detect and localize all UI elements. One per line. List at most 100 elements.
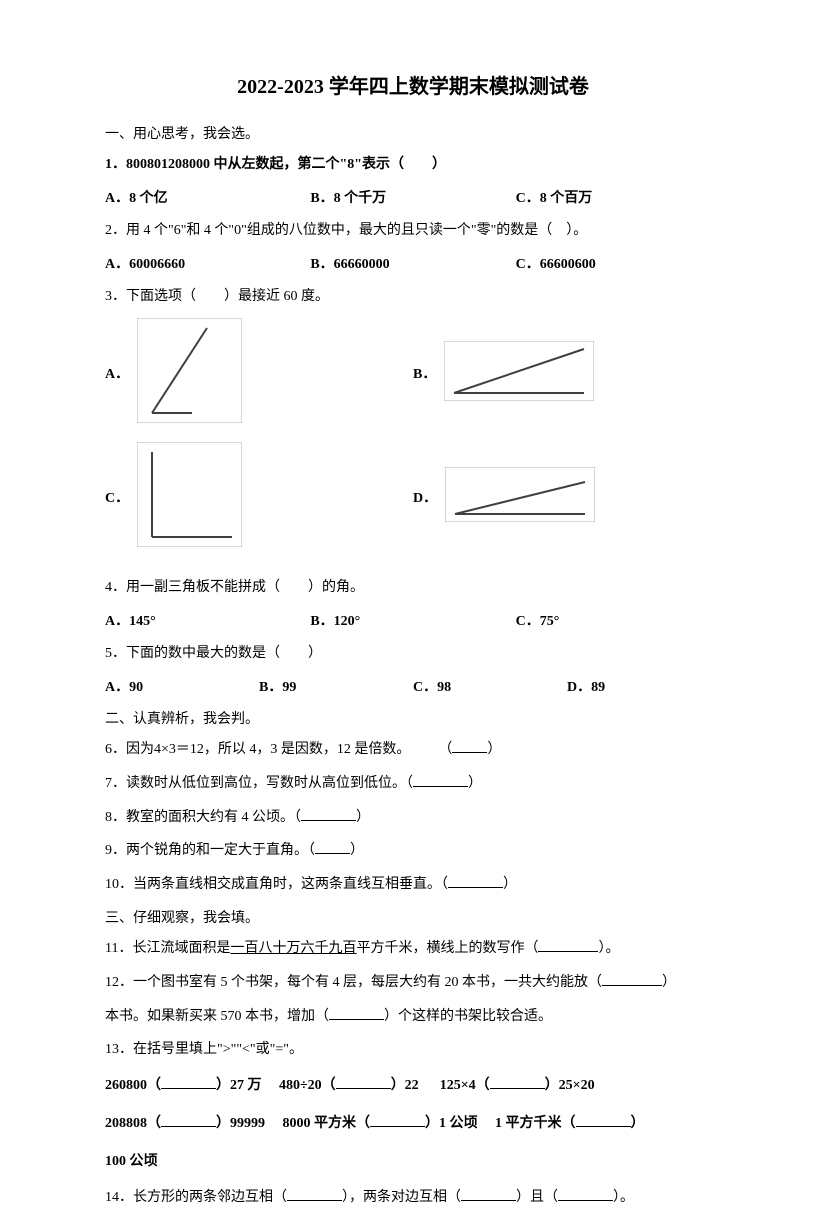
q12-blank1 [602, 972, 662, 986]
q8: 8．教室的面积大约有 4 公顷。（ ） [105, 806, 721, 830]
q13-r2-b1: 8000 平方米（ [283, 1116, 371, 1131]
q13-r1-blank2 [336, 1075, 391, 1089]
q13-r2-a2: ）99999 [216, 1116, 265, 1131]
page-title: 2022-2023 学年四上数学期末模拟测试卷 [105, 70, 721, 99]
angle-right-icon [137, 442, 242, 547]
angle-low-icon [444, 341, 594, 401]
q14: 14．长方形的两条邻边互相（ ），两条对边互相（ ）且（ ）。 [105, 1186, 721, 1210]
q9: 9．两个锐角的和一定大于直角。（） [105, 839, 721, 863]
q10-end: ） [503, 877, 517, 892]
angle-very-low-icon [445, 467, 595, 522]
q7-text: 7．读数时从低位到高位，写数时从高位到低位。（ [105, 776, 413, 791]
q1-optA: A．8 个亿 [105, 187, 310, 207]
q13-r2-b2: ）1 公顷 [425, 1116, 478, 1131]
q11-a: 11．长江流域面积是 [105, 941, 230, 956]
q13-row1: 260800（）27 万 480÷20（）22 125×4（）25×20 [105, 1072, 721, 1100]
q14-d: ）。 [613, 1190, 634, 1205]
section-1-header: 一、用心思考，我会选。 [105, 123, 721, 143]
q13-r2-c2: ） [631, 1116, 645, 1131]
q7: 7．读数时从低位到高位，写数时从高位到低位。（ ） [105, 772, 721, 796]
q12-c: 本书。如果新买来 570 本书，增加（ [105, 1009, 329, 1024]
q11-blank [538, 938, 598, 952]
q10: 10．当两条直线相交成直角时，这两条直线互相垂直。（ ） [105, 873, 721, 897]
q5-optA: A．90 [105, 676, 259, 696]
q8-text: 8．教室的面积大约有 4 公顷。（ [105, 810, 301, 825]
q9-end: ） [350, 843, 364, 858]
q4-optC: C．75° [516, 610, 721, 630]
q13-r1-blank3 [490, 1075, 545, 1089]
q4-text: 4．用一副三角板不能拼成（ ）的角。 [105, 576, 721, 600]
q12-line2: 本书。如果新买来 570 本书，增加（ ）个这样的书架比较合适。 [105, 1005, 721, 1029]
q3-optA: A． [105, 318, 413, 428]
q13-row2: 208808（ ）99999 8000 平方米（ ）1 公顷 1 平方千米（ ） [105, 1110, 721, 1138]
q3-angle-C [137, 442, 242, 552]
q3-optC-label: C． [105, 487, 129, 507]
q13-r1-c2: ）25×20 [545, 1078, 595, 1093]
q4-optA: A．145° [105, 610, 310, 630]
q5-optD: D．89 [567, 676, 721, 696]
q8-blank [301, 807, 356, 821]
q5-optC: C．98 [413, 676, 567, 696]
q6: 6．因为4×3＝12，所以 4，3 是因数，12 是倍数。 （ ） [105, 738, 721, 762]
q6-text: 6．因为4×3＝12，所以 4，3 是因数，12 是倍数。 （ [105, 742, 452, 757]
q2-text: 2．用 4 个"6"和 4 个"0"组成的八位数中，最大的且只读一个"零"的数是… [105, 219, 721, 243]
q1-optB: B．8 个千万 [310, 187, 515, 207]
q13-r2-blank3 [576, 1113, 631, 1127]
q11-b: 平方千米，横线上的数写作（ [356, 941, 538, 956]
q11: 11．长江流域面积是一百八十万六千九百平方千米，横线上的数写作（ ）。 [105, 937, 721, 961]
q6-blank [452, 739, 487, 753]
q3-angle-D [445, 467, 595, 527]
q3-optB-label: B． [413, 363, 436, 383]
q12-b: ） [662, 975, 676, 990]
q13-r2-blank2 [370, 1113, 425, 1127]
q14-blank3 [558, 1187, 613, 1201]
q13-r1-b1: 480÷20（ [279, 1078, 336, 1093]
q1-optC: C．8 个百万 [516, 187, 721, 207]
q7-blank [413, 773, 468, 787]
q2-optB: B．66660000 [310, 253, 515, 273]
q5-text: 5．下面的数中最大的数是（ ） [105, 642, 721, 666]
q10-text: 10．当两条直线相交成直角时，这两条直线互相垂直。（ [105, 877, 448, 892]
q3-optB: B． [413, 318, 721, 428]
q13-r1-a2: ）27 万 [216, 1078, 262, 1093]
q14-blank2 [461, 1187, 516, 1201]
q14-c: ）且（ [516, 1190, 558, 1205]
q3-angle-A [137, 318, 242, 428]
q13-r2-c1: 1 平方千米（ [495, 1116, 576, 1131]
q13-text: 13．在括号里填上">""<"或"="。 [105, 1038, 721, 1062]
q8-end: ） [356, 810, 370, 825]
q13-r1-c1: 125×4（ [440, 1078, 490, 1093]
q4-optB: B．120° [310, 610, 515, 630]
q12-a: 12．一个图书室有 5 个书架，每个有 4 层，每层大约有 20 本书，一共大约… [105, 975, 602, 990]
q2-optC: C．66600600 [516, 253, 721, 273]
q2-optA: A．60006660 [105, 253, 310, 273]
q4-options: A．145° B．120° C．75° [105, 610, 721, 630]
section-3-header: 三、仔细观察，我会填。 [105, 907, 721, 927]
q12-d: ）个这样的书架比较合适。 [384, 1009, 552, 1024]
q3-text: 3．下面选项（ ）最接近 60 度。 [105, 285, 721, 309]
q13-r1-blank1 [161, 1075, 216, 1089]
q11-c: ）。 [598, 941, 619, 956]
q14-b: ），两条对边互相（ [342, 1190, 461, 1205]
q13-r2-a1: 208808（ [105, 1116, 161, 1131]
q5-optB: B．99 [259, 676, 413, 696]
q3-options: A． B． C． D． [105, 318, 721, 566]
q6-end: ） [487, 742, 501, 757]
q13-row3: 100 公顷 [105, 1148, 721, 1176]
q7-end: ） [468, 776, 482, 791]
q13-r1-b2: ）22 [391, 1078, 419, 1093]
q14-blank1 [287, 1187, 342, 1201]
angle-steep-icon [137, 318, 242, 423]
section-2-header: 二、认真辨析，我会判。 [105, 708, 721, 728]
q3-angle-B [444, 341, 594, 406]
q3-optD-label: D． [413, 487, 437, 507]
q2-options: A．60006660 B．66660000 C．66600600 [105, 253, 721, 273]
q14-a: 14．长方形的两条邻边互相（ [105, 1190, 287, 1205]
q1-text: 1．800801208000 中从左数起，第二个"8"表示（ ） [105, 153, 721, 177]
q12: 12．一个图书室有 5 个书架，每个有 4 层，每层大约有 20 本书，一共大约… [105, 971, 721, 995]
q11-underline: 一百八十万六千九百 [230, 941, 356, 956]
q3-optD: D． [413, 442, 721, 552]
q10-blank [448, 874, 503, 888]
q13-r2-blank1 [161, 1113, 216, 1127]
q12-blank2 [329, 1006, 384, 1020]
